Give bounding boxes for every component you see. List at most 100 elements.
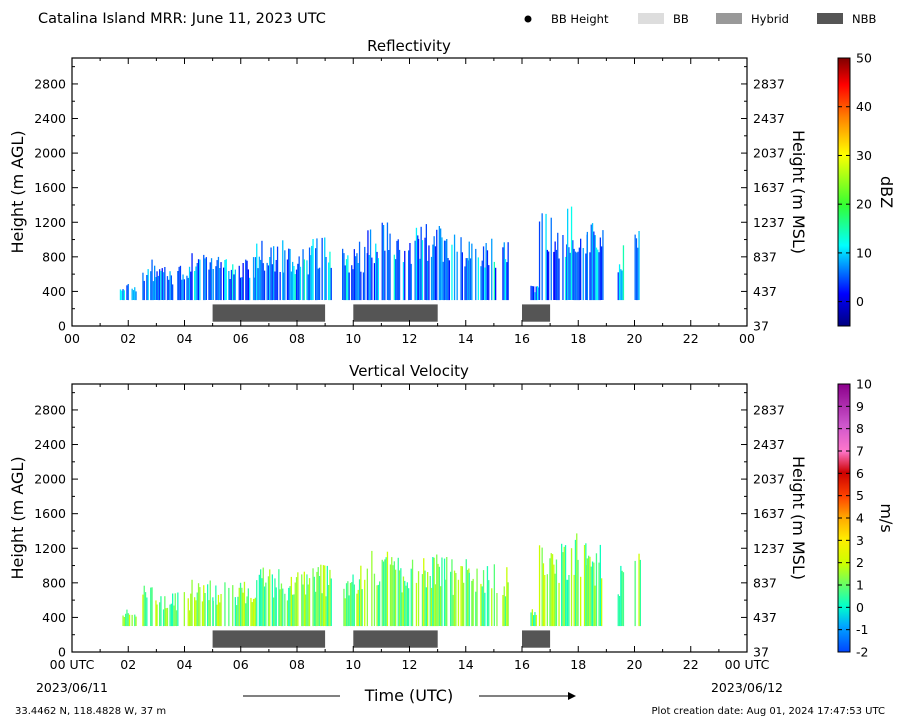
vertical-velocity-y-tick-label: 1600 xyxy=(34,506,66,521)
vertical-velocity-echo-column xyxy=(343,565,368,627)
vertical-velocity-y-tick-label: 0 xyxy=(58,645,66,660)
vertical-velocity-colorbar-tick-label: 2 xyxy=(856,555,864,570)
reflectivity-colorbar-tick-label: 10 xyxy=(856,245,872,260)
reflectivity-echo-column xyxy=(491,238,497,301)
vertical-velocity-echo-column xyxy=(468,566,490,627)
reflectivity-echo-column xyxy=(254,240,284,301)
creation-date-label: Plot creation date: Aug 01, 2024 17:47:5… xyxy=(652,706,885,717)
vertical-velocity-y-tick-label: 2000 xyxy=(34,472,66,487)
vertical-velocity-nbb-bar xyxy=(522,630,551,648)
reflectivity-nbb-bar xyxy=(353,304,438,322)
reflectivity-colorbar-tick-label: 40 xyxy=(856,99,872,114)
reflectivity-echo-column xyxy=(634,231,640,301)
vertical-velocity-echo-column xyxy=(617,565,625,627)
vertical-velocity-colorbar-label: m/s xyxy=(877,503,896,532)
vertical-velocity-colorbar-tick-label: -2 xyxy=(856,645,868,660)
reflectivity-y-tick-label-right: 837 xyxy=(753,249,777,264)
vertical-velocity-echo-column xyxy=(502,567,509,627)
reflectivity-nbb-bar xyxy=(212,304,326,322)
reflectivity-echo-column xyxy=(538,213,568,301)
reflectivity-x-tick-label: 06 xyxy=(233,331,249,346)
reflectivity-x-tick-label: 12 xyxy=(402,331,418,346)
vertical-velocity-y-tick-label-right: 837 xyxy=(753,575,777,590)
vertical-velocity-echo-column xyxy=(190,579,214,627)
reflectivity-panel: Reflectivity 040080012001600200024002800… xyxy=(8,37,896,346)
vertical-velocity-echo-column xyxy=(254,567,284,627)
legend-nbb-swatch xyxy=(817,13,843,24)
vertical-velocity-colorbar-tick-label: -1 xyxy=(856,622,868,637)
reflectivity-y-tick-label-right: 437 xyxy=(753,284,777,299)
vertical-velocity-y-tick-label: 800 xyxy=(42,575,66,590)
reflectivity-y-axis-label-right: Height (m MSL) xyxy=(789,130,808,254)
reflectivity-echo-column xyxy=(417,224,447,301)
legend-nbb-label: NBB xyxy=(852,12,876,26)
vertical-velocity-x-tick-label: 14 xyxy=(458,657,474,672)
reflectivity-echo-column xyxy=(156,265,191,301)
vertical-velocity-y-tick-label: 1200 xyxy=(34,541,66,556)
reflectivity-x-tick-label: 02 xyxy=(120,331,136,346)
vertical-velocity-nbb-bar xyxy=(353,630,438,648)
vertical-velocity-nbb-bar xyxy=(212,630,326,648)
vertical-velocity-colorbar-ticks: -2 -1 0 1 2 3 4 5 6 7 8 9 10 xyxy=(838,377,872,660)
vertical-velocity-echo-column xyxy=(417,554,447,627)
vertical-velocity-y-tick-label-right: 37 xyxy=(753,645,769,660)
location-label: 33.4462 N, 118.4828 W, 37 m xyxy=(15,706,166,717)
vertical-velocity-colorbar-tick-label: 3 xyxy=(856,533,864,548)
reflectivity-y-tick-label-right: 2837 xyxy=(753,76,785,91)
vertical-velocity-x-tick-label: 06 xyxy=(233,657,249,672)
vertical-velocity-colorbar-tick-label: 5 xyxy=(856,488,864,503)
vertical-velocity-x-tick-label: 02 xyxy=(120,657,136,672)
reflectivity-x-tick-label: 18 xyxy=(570,331,586,346)
vertical-velocity-echo-column xyxy=(634,553,641,627)
reflectivity-echo-layer xyxy=(119,206,640,301)
vertical-velocity-y-axis-label-right: Height (m MSL) xyxy=(789,456,808,580)
reflectivity-echo-column xyxy=(502,242,509,301)
reflectivity-echo-column xyxy=(468,241,490,301)
vertical-velocity-echo-layer xyxy=(122,533,641,627)
reflectivity-echo-column xyxy=(212,256,256,301)
vertical-velocity-y-ticks-right: 37 437 837 1237 1637 2037 2437 2837 xyxy=(753,402,785,659)
reflectivity-echo-column xyxy=(367,222,391,301)
reflectivity-x-tick-label: 08 xyxy=(289,331,305,346)
vertical-velocity-y-tick-label-right: 2037 xyxy=(753,472,785,487)
reflectivity-echo-column xyxy=(530,285,540,301)
reflectivity-echo-column xyxy=(142,259,157,301)
reflectivity-colorbar-label: dBZ xyxy=(877,176,896,208)
vertical-velocity-x-tick-label: 18 xyxy=(570,657,586,672)
reflectivity-y-ticks: 0 400 800 1200 1600 2000 2400 2800 xyxy=(34,66,747,334)
reflectivity-y-tick-label: 2800 xyxy=(34,76,66,91)
reflectivity-x-tick-label: 22 xyxy=(683,331,699,346)
vertical-velocity-echo-column xyxy=(538,543,568,627)
reflectivity-echo-column xyxy=(119,284,137,301)
vertical-velocity-y-tick-label-right: 2837 xyxy=(753,402,785,417)
vertical-velocity-y-tick-label: 2800 xyxy=(34,402,66,417)
reflectivity-nbb-layer xyxy=(212,304,551,322)
reflectivity-x-tick-label: 00 xyxy=(64,331,80,346)
reflectivity-echo-column xyxy=(393,227,419,301)
vertical-velocity-echo-column xyxy=(567,533,588,627)
legend-bb-label: BB xyxy=(673,12,689,26)
reflectivity-echo-column xyxy=(567,206,588,301)
reflectivity-title: Reflectivity xyxy=(367,37,451,55)
legend-hybrid-swatch xyxy=(716,13,742,24)
reflectivity-echo-column xyxy=(311,237,332,301)
reflectivity-colorbar xyxy=(837,57,851,327)
vertical-velocity-echo-column xyxy=(586,544,603,627)
legend-hybrid-label: Hybrid xyxy=(751,12,789,26)
reflectivity-y-axis-label: Height (m AGL) xyxy=(8,130,27,253)
reflectivity-echo-column xyxy=(190,253,213,301)
reflectivity-colorbar-tick-label: 20 xyxy=(856,197,872,212)
vertical-velocity-colorbar-tick-label: 8 xyxy=(856,421,864,436)
figure-title: Catalina Island MRR: June 11, 2023 UTC xyxy=(38,11,326,27)
reflectivity-y-tick-label: 1600 xyxy=(34,180,66,195)
vertical-velocity-x-tick-label: 04 xyxy=(177,657,193,672)
vertical-velocity-x-ticks: 00 UTC 02 04 06 08 10 12 14 16 18 20 22 00 UTC xyxy=(50,384,770,672)
reflectivity-echo-column xyxy=(282,247,312,301)
vertical-velocity-x-tick-label: 00 UTC xyxy=(725,657,770,672)
legend-bb-height-label: BB Height xyxy=(551,12,609,26)
vertical-velocity-colorbar-tick-label: 7 xyxy=(856,444,864,459)
vertical-velocity-x-tick-label: 12 xyxy=(402,657,418,672)
vertical-velocity-echo-column xyxy=(491,564,498,627)
legend-bb-swatch xyxy=(638,13,664,24)
vertical-velocity-panel: Vertical Velocity 0400800120016002000240… xyxy=(8,362,896,672)
